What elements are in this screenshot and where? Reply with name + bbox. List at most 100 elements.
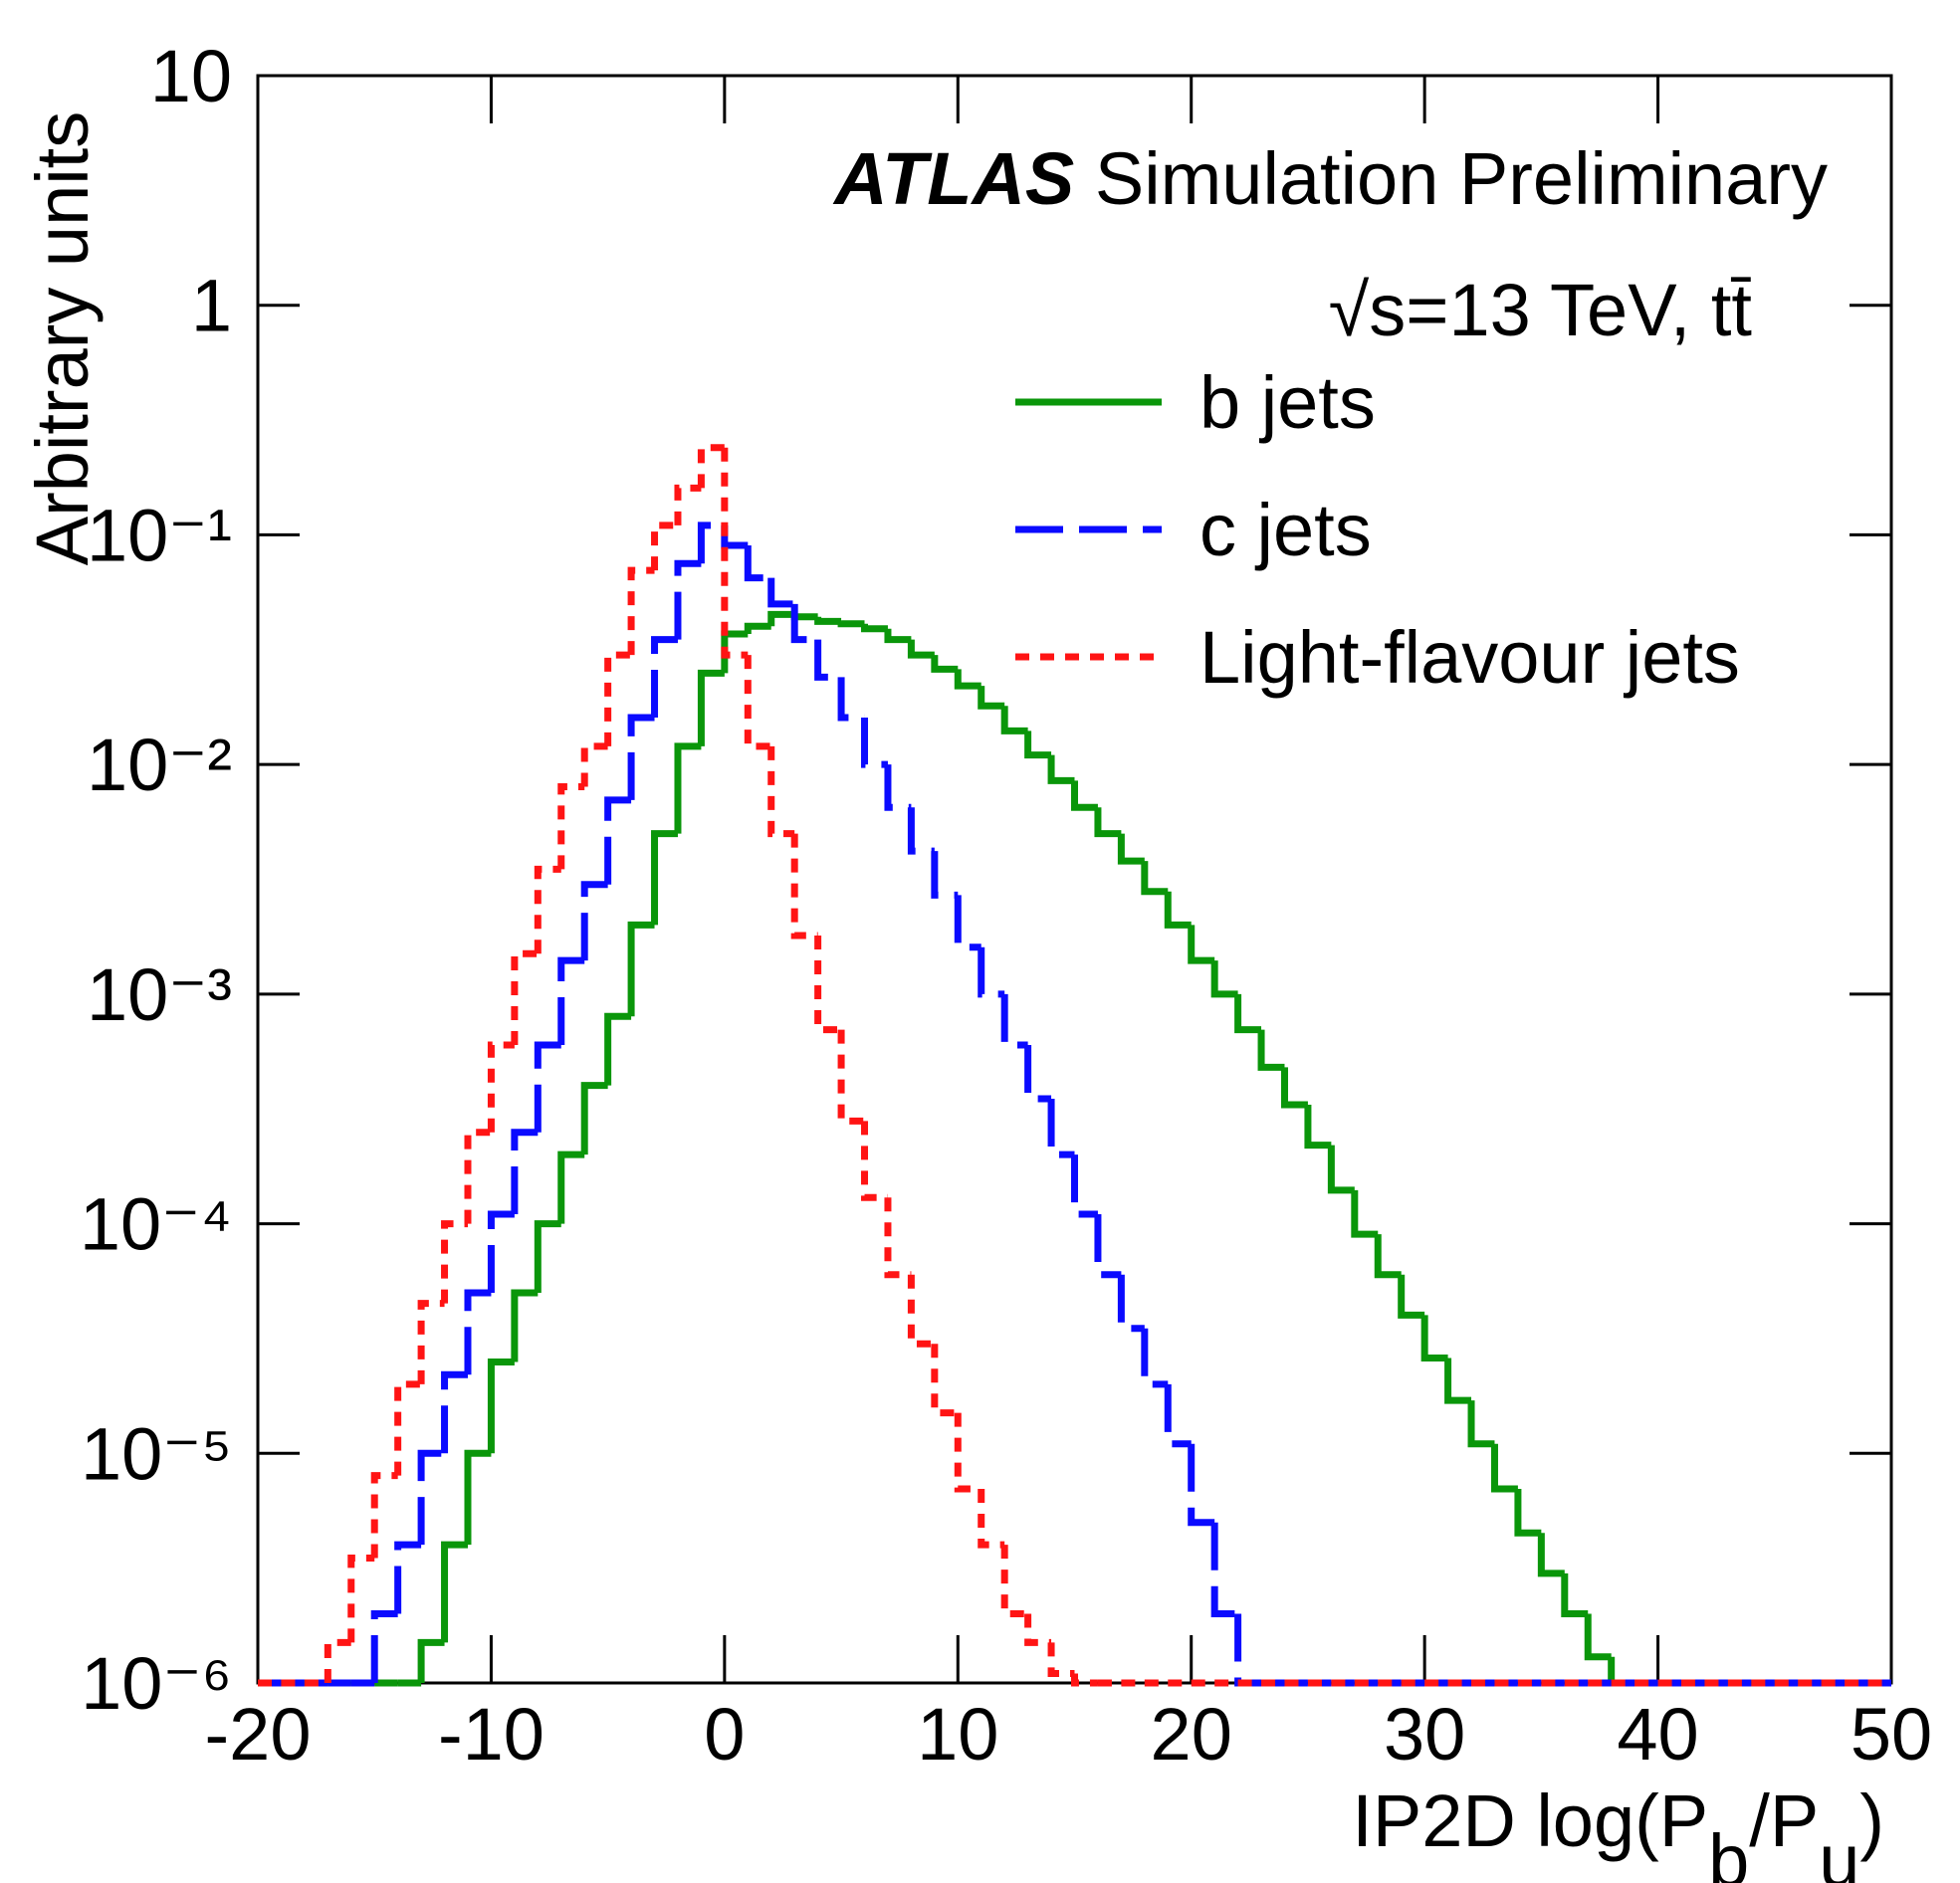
histogram-step (767, 745, 795, 838)
histogram-step (884, 628, 912, 644)
histogram-step (861, 1121, 888, 1201)
histogram-step (861, 623, 888, 633)
histogram-step (394, 1380, 422, 1476)
x-tick-label: 30 (1384, 1693, 1465, 1776)
chart-title: ATLAS Simulation Preliminary (832, 137, 1828, 220)
x-tick-label: 50 (1851, 1693, 1932, 1776)
histogram-step (441, 1541, 468, 1643)
histogram-step (1071, 1673, 1098, 1687)
histogram-step (1420, 1315, 1448, 1362)
histogram-step (511, 1289, 539, 1362)
histogram-step (790, 603, 818, 644)
histogram-step (1164, 891, 1192, 929)
histogram-step (884, 764, 912, 811)
histogram-step (1071, 780, 1098, 811)
y-tick-label: 10⁻² (87, 724, 232, 806)
histogram-step (814, 639, 842, 681)
histogram-step (651, 522, 678, 571)
histogram-step (790, 613, 818, 621)
legend-label: Light-flavour jets (1199, 616, 1740, 699)
x-tick-label: -20 (205, 1693, 312, 1776)
histogram-step (1280, 1067, 1308, 1109)
histogram-step (1398, 1274, 1425, 1319)
histogram-step (1467, 1400, 1495, 1448)
histogram-step (1000, 706, 1028, 734)
x-label-sub: b (1708, 1819, 1749, 1883)
histogram-step (861, 718, 888, 768)
histogram-step (744, 622, 771, 635)
histogram-step (464, 1129, 492, 1224)
histogram-step (790, 833, 818, 940)
histogram-step (1257, 1029, 1285, 1071)
histogram-step (1304, 1104, 1332, 1150)
histogram-step (697, 444, 725, 489)
histogram-step (1047, 1642, 1075, 1677)
histogram-step (370, 1472, 398, 1559)
histogram-step (627, 921, 655, 1017)
x-label-part: IP2D log(P (1352, 1779, 1708, 1862)
x-label-part: ) (1859, 1779, 1884, 1862)
histogram-step (1188, 925, 1215, 964)
histogram-step (347, 1554, 375, 1643)
histogram-step (978, 686, 1005, 710)
histogram-step (394, 1541, 422, 1614)
histogram-step (604, 1012, 632, 1086)
histogram-step (837, 1029, 865, 1125)
histogram-step (604, 651, 632, 746)
histogram-step (1024, 731, 1052, 759)
histogram-step (931, 655, 959, 673)
histogram-step (1351, 1189, 1379, 1238)
histogram-step (417, 1449, 445, 1546)
x-tick-label: 10 (917, 1693, 998, 1776)
histogram-step (744, 544, 771, 582)
y-tick-label: 10⁻⁶ (81, 1642, 232, 1725)
y-tick-label: 10⁻¹ (87, 494, 232, 576)
histogram-step (441, 1220, 468, 1304)
histogram-step (721, 447, 749, 659)
histogram-step (1000, 1545, 1028, 1618)
histogram-step (1188, 1443, 1215, 1527)
histogram-step (1071, 1154, 1098, 1218)
histogram-step (557, 783, 585, 870)
histogram-step (1024, 1613, 1052, 1646)
histogram-step (1210, 960, 1238, 998)
histogram-step (441, 1370, 468, 1454)
histogram-step (417, 1300, 445, 1384)
histogram-step (651, 636, 678, 719)
histogram-step (534, 1220, 561, 1294)
histogram-step (580, 742, 608, 787)
x-tick-label: 40 (1617, 1693, 1698, 1776)
histogram-step (604, 796, 632, 885)
histogram-step (627, 714, 655, 800)
histogram-step (1327, 1145, 1355, 1194)
x-tick-label: -10 (438, 1693, 544, 1776)
y-tick-label: 10⁻³ (87, 953, 232, 1036)
histogram-step (1094, 1214, 1122, 1279)
histogram-step (931, 851, 959, 899)
histogram-step (1537, 1533, 1565, 1577)
histogram-step (1047, 754, 1075, 784)
y-tick-label: 10⁻⁵ (81, 1412, 232, 1495)
legend-label: b jets (1199, 361, 1376, 444)
histogram-step (1374, 1234, 1402, 1279)
histogram-step (1164, 1383, 1192, 1448)
histogram-step (651, 830, 678, 926)
histogram-step (907, 639, 935, 659)
subtitle: √s=13 TeV, tt̄ (1329, 269, 1753, 351)
histogram-step (511, 949, 539, 1046)
histogram-step (370, 1610, 398, 1683)
histogram-step (837, 620, 865, 628)
histogram-step (674, 742, 702, 834)
x-label-sub: u (1819, 1819, 1859, 1883)
histogram-step (931, 1344, 959, 1417)
histogram-step (744, 655, 771, 750)
histogram-step (1444, 1358, 1472, 1404)
histogram-step (1234, 1613, 1262, 1687)
histogram-step (978, 946, 1005, 998)
y-tick-label: 1 (191, 265, 232, 347)
histogram-step (557, 956, 585, 1046)
histogram-step (464, 1449, 492, 1546)
histogram-step (1094, 807, 1122, 838)
histogram-step (534, 865, 561, 954)
